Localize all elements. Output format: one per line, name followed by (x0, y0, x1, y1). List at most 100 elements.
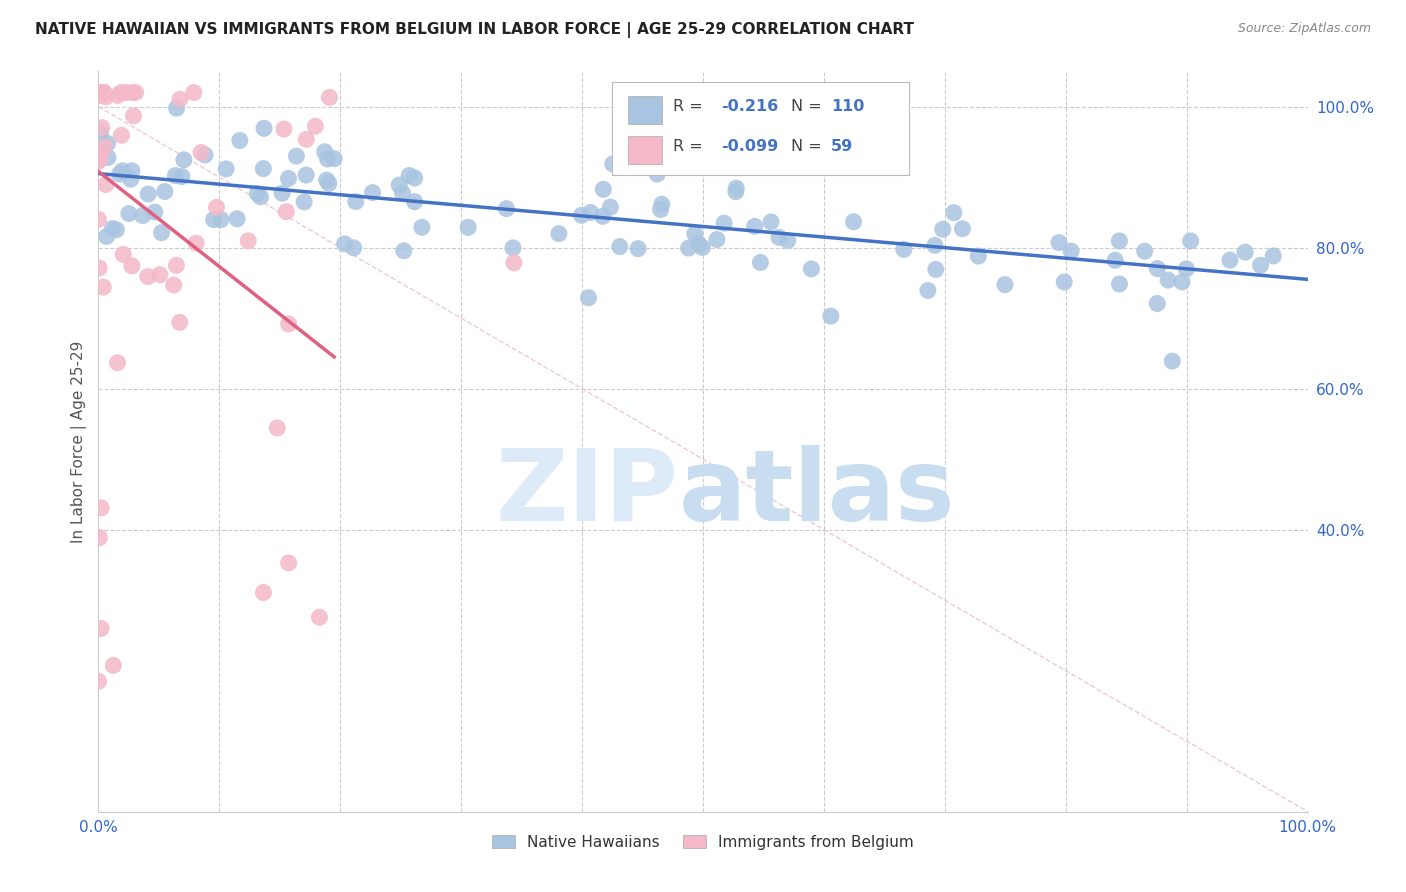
Point (87, 88, 110, 103)
Text: R =: R = (672, 99, 707, 114)
Point (107, 88, 129, 103)
Point (202, 212, 225, 227)
Text: N =: N = (792, 99, 823, 114)
Point (94, 178, 117, 192)
Point (121, 259, 143, 273)
Point (87, 260, 110, 275)
Point (645, 167, 668, 181)
Point (110, 86, 132, 100)
Point (548, 227, 571, 241)
Point (800, 261, 823, 276)
Point (1219, 253, 1241, 268)
Point (91, 280, 114, 294)
FancyBboxPatch shape (613, 82, 908, 175)
Point (343, 241, 366, 255)
Point (277, 556, 299, 570)
Text: R =: R = (672, 139, 707, 154)
Text: 59: 59 (831, 139, 853, 154)
Point (170, 169, 193, 184)
Point (308, 610, 330, 624)
Point (692, 240, 714, 254)
Text: N =: N = (792, 139, 823, 154)
Point (706, 233, 728, 247)
Point (121, 163, 143, 178)
Point (209, 212, 232, 227)
Point (602, 157, 624, 171)
Point (1175, 261, 1198, 276)
Point (842, 215, 865, 229)
Point (744, 219, 766, 234)
Point (893, 243, 915, 257)
Point (124, 86, 146, 100)
Point (94, 140, 117, 154)
Point (571, 208, 593, 222)
Point (759, 215, 782, 229)
Point (495, 202, 517, 216)
Point (163, 278, 186, 293)
FancyBboxPatch shape (628, 136, 662, 164)
Point (457, 220, 479, 235)
Point (93, 86, 115, 100)
Point (1171, 275, 1194, 289)
Point (89, 531, 111, 545)
Point (924, 238, 946, 252)
Point (122, 109, 145, 123)
Point (87, 674, 110, 689)
Point (724, 185, 747, 199)
Point (273, 122, 295, 136)
Legend: Native Hawaiians, Immigrants from Belgium: Native Hawaiians, Immigrants from Belgiu… (486, 829, 920, 856)
Point (87, 154, 110, 169)
Text: -0.099: -0.099 (721, 139, 779, 154)
Text: Source: ZipAtlas.com: Source: ZipAtlas.com (1237, 22, 1371, 36)
Point (323, 152, 346, 166)
Point (592, 210, 614, 224)
Point (111, 164, 134, 178)
Point (316, 152, 339, 166)
Point (318, 90, 340, 104)
Point (713, 216, 735, 230)
Point (169, 92, 191, 106)
Point (398, 169, 420, 183)
Point (1146, 261, 1168, 276)
Point (651, 197, 673, 211)
Point (183, 86, 205, 100)
Point (108, 167, 131, 181)
Point (391, 186, 413, 201)
Point (1053, 275, 1076, 289)
Point (87, 149, 110, 163)
Point (205, 201, 228, 215)
Point (688, 236, 710, 251)
FancyBboxPatch shape (628, 95, 662, 124)
Point (768, 230, 790, 244)
Point (149, 268, 172, 282)
Point (271, 186, 294, 201)
Point (87, 86, 110, 100)
Point (186, 236, 208, 251)
Point (678, 241, 700, 255)
Point (136, 269, 159, 284)
Point (94, 90, 117, 104)
Point (166, 101, 188, 115)
Point (252, 161, 274, 176)
Point (344, 194, 367, 209)
Point (90, 86, 112, 100)
Point (96, 229, 118, 244)
Point (89, 152, 111, 166)
Point (952, 221, 974, 235)
Point (1263, 249, 1285, 263)
Text: atlas: atlas (679, 445, 956, 541)
Point (194, 148, 217, 162)
Point (1104, 253, 1126, 268)
Point (266, 421, 288, 435)
Point (967, 249, 990, 263)
Point (1133, 244, 1156, 259)
Point (994, 277, 1017, 292)
Point (110, 128, 132, 143)
Point (579, 205, 602, 219)
Point (295, 168, 318, 182)
Point (112, 247, 135, 261)
Point (238, 234, 260, 248)
Point (96, 136, 118, 151)
Point (942, 205, 965, 219)
Text: ZIP: ZIP (496, 445, 679, 541)
